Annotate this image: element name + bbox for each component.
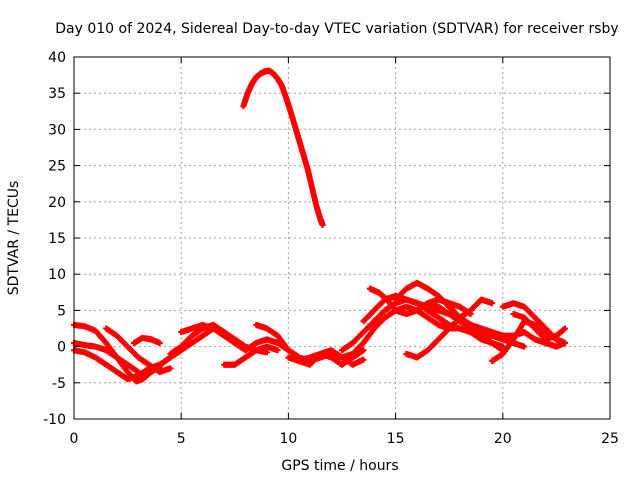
series-arc-h bbox=[178, 321, 238, 346]
x-tick-label: 15 bbox=[387, 431, 405, 447]
data-point bbox=[135, 368, 142, 375]
chart-title: Day 010 of 2024, Sidereal Day-to-day VTE… bbox=[55, 21, 618, 37]
series-arc-d bbox=[103, 325, 174, 375]
x-tick-label: 20 bbox=[494, 431, 512, 447]
y-tick-label: -10 bbox=[43, 412, 66, 428]
data-point bbox=[561, 339, 568, 346]
x-tick-label: 25 bbox=[601, 431, 619, 447]
series-arc-c bbox=[71, 339, 142, 375]
y-tick-label: 10 bbox=[48, 267, 66, 283]
series-arc-high bbox=[240, 67, 326, 228]
x-tick-label: 5 bbox=[177, 431, 186, 447]
y-tick-label: 30 bbox=[48, 122, 66, 138]
data-point bbox=[231, 339, 238, 346]
series-arc-w bbox=[521, 329, 568, 350]
series-arc-i bbox=[221, 343, 281, 368]
data-points bbox=[71, 67, 568, 385]
y-axis-label: SDTVAR / TECUs bbox=[6, 181, 22, 296]
y-tick-label: 15 bbox=[48, 231, 66, 247]
y-tick-label: 35 bbox=[48, 86, 66, 102]
data-point bbox=[360, 356, 367, 363]
series-arc-e bbox=[131, 334, 163, 346]
y-tick-label: 0 bbox=[57, 340, 66, 356]
y-tick-label: 25 bbox=[48, 159, 66, 175]
data-point bbox=[489, 300, 496, 307]
y-tick-label: 40 bbox=[48, 50, 66, 66]
data-point bbox=[263, 349, 270, 356]
y-tick-label: -5 bbox=[52, 376, 66, 392]
data-point bbox=[319, 221, 326, 228]
data-point bbox=[167, 365, 174, 372]
data-point bbox=[561, 325, 568, 332]
data-point bbox=[156, 339, 163, 346]
data-point bbox=[360, 347, 367, 354]
axis-ticks: 0 5 10 15 20 25 -10 -5 0 5 10 15 20 25 30 35 40 bbox=[43, 50, 619, 447]
data-point bbox=[274, 347, 281, 354]
x-tick-label: 10 bbox=[279, 431, 297, 447]
series-arc-v bbox=[510, 311, 568, 343]
data-point bbox=[521, 343, 528, 350]
x-axis-label: GPS time / hours bbox=[281, 458, 398, 474]
x-tick-label: 0 bbox=[70, 431, 79, 447]
series-arc-u bbox=[499, 300, 568, 346]
y-tick-label: 5 bbox=[57, 303, 66, 319]
y-tick-label: 20 bbox=[48, 195, 66, 211]
